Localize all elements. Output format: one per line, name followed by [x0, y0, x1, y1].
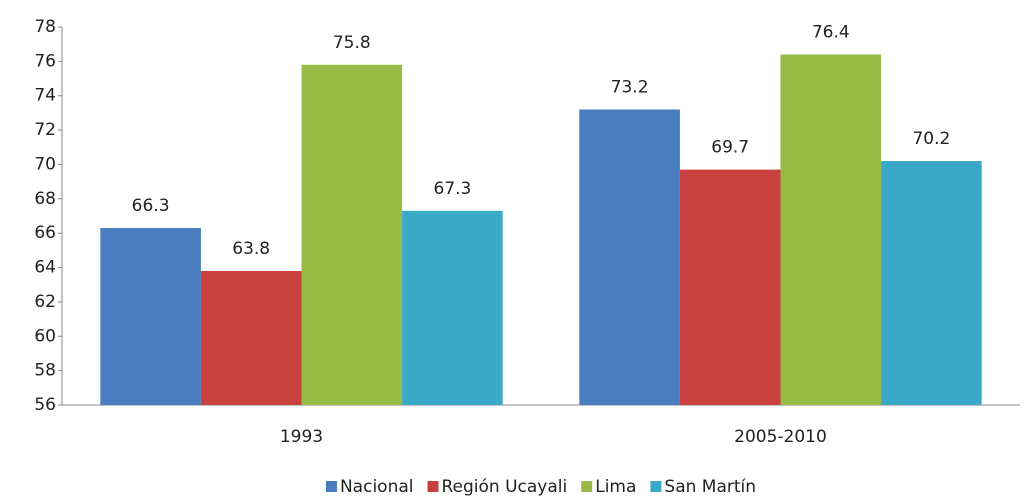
data-label: 76.4 — [812, 22, 850, 42]
legend-label: Lima — [595, 477, 636, 497]
x-tick-label: 1993 — [280, 427, 323, 447]
bar — [679, 169, 781, 405]
legend-label: Región Ucayali — [442, 477, 568, 497]
bar — [100, 228, 201, 405]
y-tick-label: 76 — [34, 51, 56, 71]
y-tick-label: 68 — [34, 189, 56, 209]
legend-label: San Martín — [664, 477, 756, 497]
bar — [881, 161, 982, 405]
y-tick-label: 72 — [34, 120, 56, 140]
data-label: 75.8 — [333, 33, 371, 53]
y-tick-label: 64 — [34, 258, 56, 278]
y-tick-label: 70 — [34, 154, 56, 174]
data-label: 70.2 — [912, 129, 950, 149]
x-tick-label: 2005-2010 — [734, 427, 827, 447]
bar — [301, 64, 403, 406]
y-tick-label: 74 — [34, 86, 56, 106]
y-tick-label: 66 — [34, 223, 56, 243]
y-tick-label: 58 — [34, 361, 56, 381]
legend-marker — [650, 481, 662, 492]
legend-marker — [427, 481, 439, 492]
y-tick-label: 60 — [34, 326, 56, 346]
bar — [780, 54, 882, 406]
bar — [200, 270, 302, 405]
legend-label: Nacional — [340, 477, 414, 497]
data-label: 69.7 — [711, 138, 749, 158]
y-tick-label: 78 — [34, 17, 56, 37]
legend-marker — [325, 481, 337, 492]
data-label: 73.2 — [611, 77, 649, 97]
y-tick-label: 62 — [34, 292, 56, 312]
bar — [402, 210, 503, 405]
legend-marker — [581, 481, 593, 492]
bar — [579, 109, 680, 406]
data-label: 66.3 — [132, 196, 170, 216]
data-label: 63.8 — [232, 239, 270, 259]
data-label: 67.3 — [433, 179, 471, 199]
y-tick-label: 56 — [34, 395, 56, 415]
